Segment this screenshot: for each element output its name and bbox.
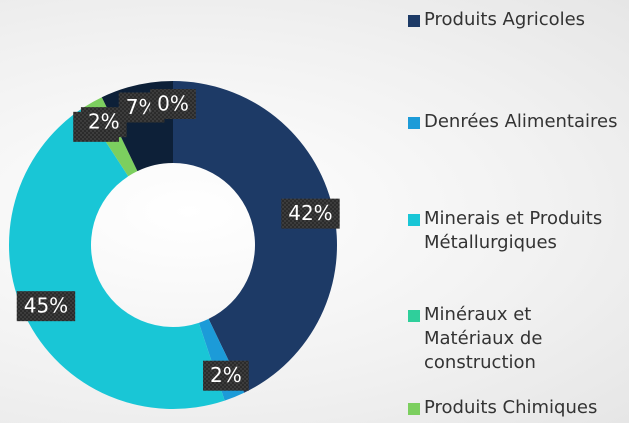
legend-item: Denrées Alimentaires [408, 110, 629, 134]
legend-swatch [408, 117, 420, 129]
data-label-text: 2% [88, 110, 120, 134]
chart: 42%2%45%0%2%7%0% [8, 81, 340, 409]
legend-label: Produits Chimiques [424, 397, 598, 418]
legend-swatch [408, 15, 420, 27]
legend-label: Denrées Alimentaires [424, 111, 618, 132]
legend-label: Minerais et Produits Métallurgiques [424, 208, 603, 253]
data-label-box [16, 291, 76, 322]
data-label: 0% [150, 89, 196, 119]
legend-item: Minerais et Produits Métallurgiques [408, 207, 629, 255]
legend-swatch [408, 310, 420, 322]
legend-swatch [408, 403, 420, 415]
donut-slice [173, 81, 337, 393]
data-label: 45% [16, 291, 76, 322]
data-label: 42% [281, 198, 340, 229]
data-label-text: 0% [157, 92, 189, 116]
legend-item: Minéraux et Matériaux de construction [408, 303, 574, 375]
data-label-text: 42% [288, 201, 332, 225]
data-label-box [203, 360, 249, 391]
data-label-text: 45% [24, 294, 68, 318]
legend-label: Produits Agricoles [424, 9, 586, 30]
data-label-text: 2% [210, 363, 242, 387]
legend-item: Produits Agricoles [408, 8, 629, 32]
data-label: 2% [203, 360, 249, 391]
legend-swatch [408, 214, 420, 226]
legend-label: Minéraux et Matériaux de construction [424, 304, 543, 373]
legend-item: Produits Chimiques [408, 396, 629, 420]
donut-slice [8, 107, 225, 409]
data-label-box [150, 89, 196, 119]
data-label-box [281, 198, 340, 229]
